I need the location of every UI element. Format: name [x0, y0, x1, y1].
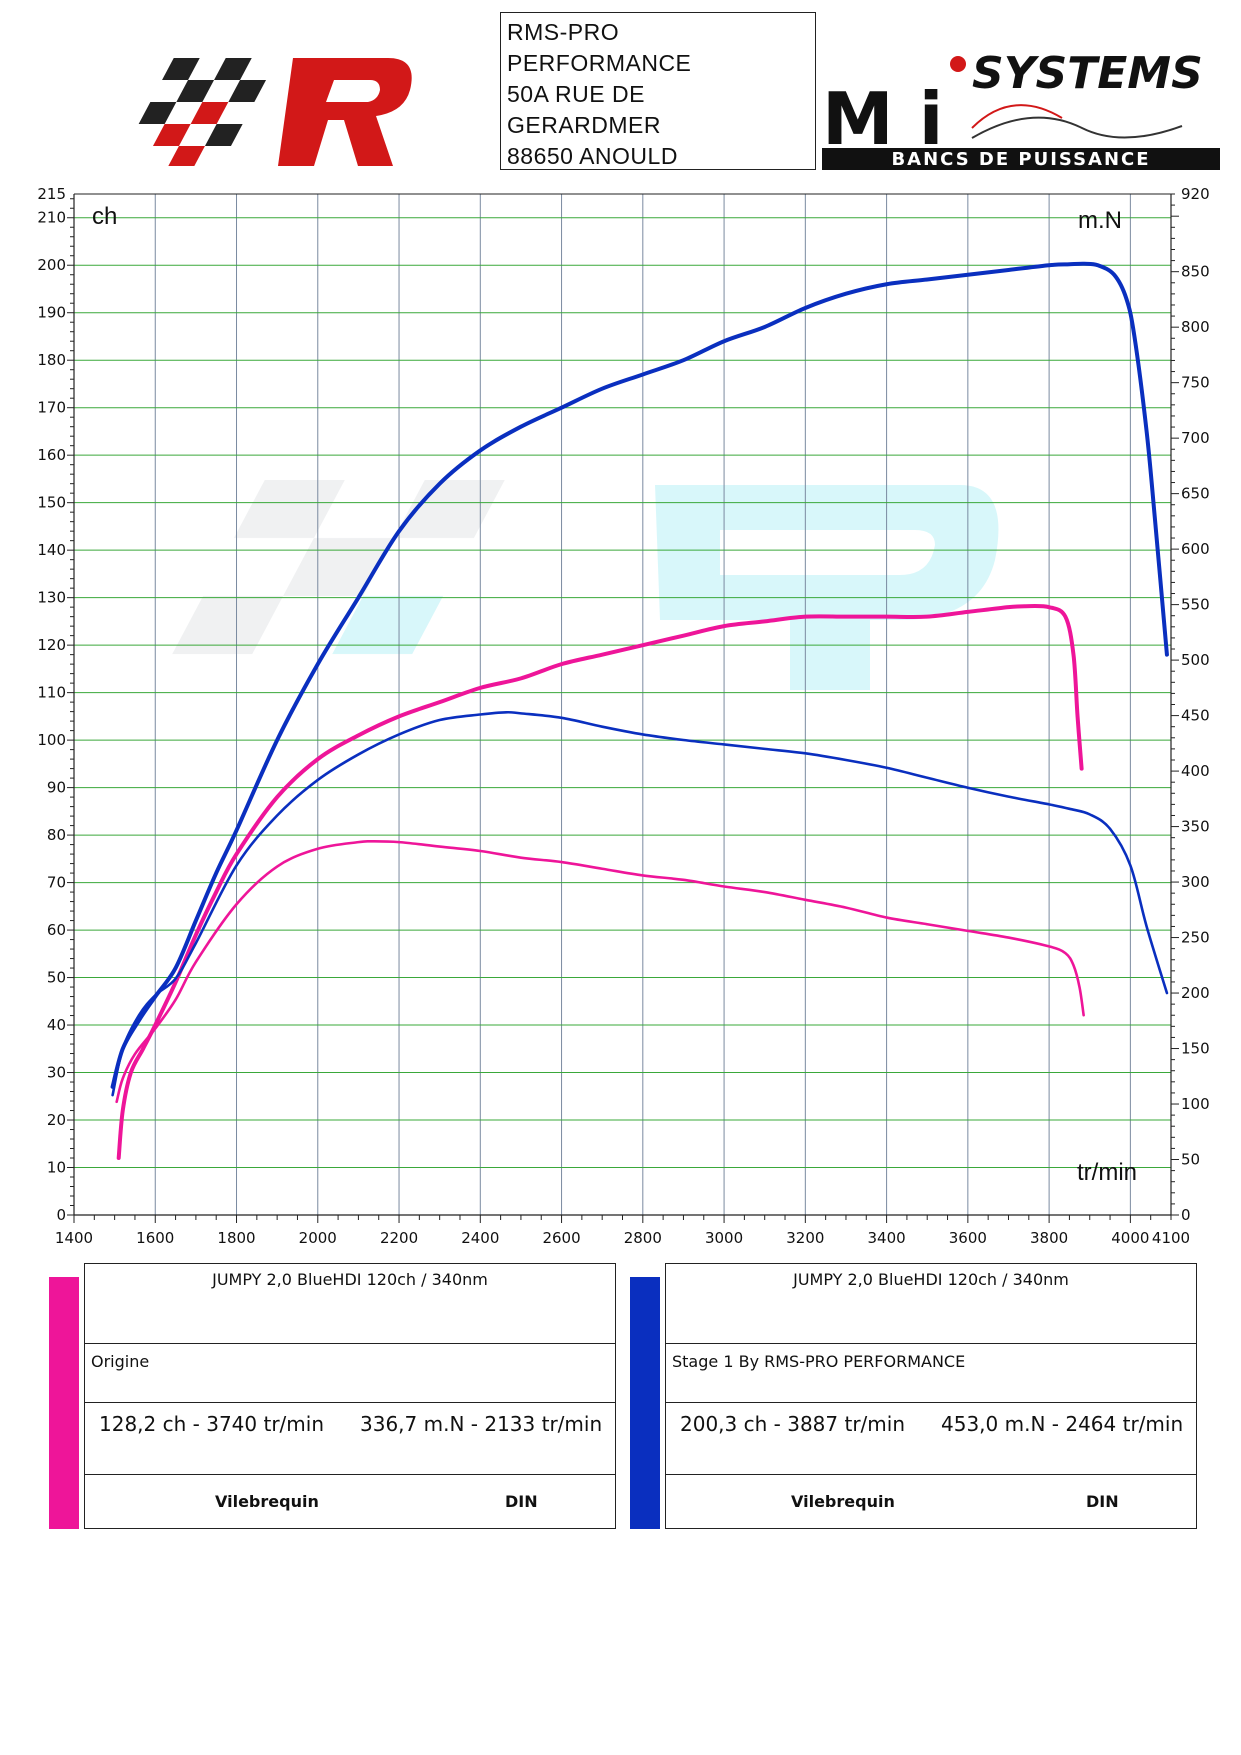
left-tick-label: 210: [37, 209, 66, 227]
left-tick-label: 0: [56, 1206, 66, 1224]
right-axis-unit-label: m.N: [1078, 207, 1122, 234]
right-tick-label: 500: [1181, 651, 1210, 669]
right-tick-label: 920: [1181, 185, 1210, 203]
x-tick-label: 3200: [786, 1229, 824, 1247]
x-tick-label: 4100: [1152, 1229, 1190, 1247]
legend-box: JUMPY 2,0 BlueHDI 120ch / 340nm Stage 1 …: [665, 1263, 1197, 1529]
legend-vehicle-title: JUMPY 2,0 BlueHDI 120ch / 340nm: [212, 1270, 488, 1289]
left-tick-label: 215: [37, 185, 66, 203]
left-tick-label: 200: [37, 256, 66, 274]
left-tick-label: 10: [47, 1159, 66, 1177]
left-tick-label: 60: [47, 921, 66, 939]
left-tick-label: 20: [47, 1111, 66, 1129]
origine-torque-curve: [115, 839, 1085, 1104]
right-tick-label: 650: [1181, 485, 1210, 503]
left-tick-label: 80: [47, 826, 66, 844]
x-tick-label: 1400: [55, 1229, 93, 1247]
left-tick-label: 170: [37, 399, 66, 417]
left-axis-unit-label: ch: [92, 203, 117, 230]
left-tick-label: 40: [47, 1016, 66, 1034]
legend-run-label: Stage 1 By RMS-PRO PERFORMANCE: [672, 1352, 966, 1371]
misystems-logo: SYSTEMS M i BANCS DE PUISSANCE: [822, 48, 1220, 170]
legend-footer-right: DIN: [505, 1492, 538, 1511]
legend-panel-stage1: JUMPY 2,0 BlueHDI 120ch / 340nm Stage 1 …: [630, 1263, 1208, 1531]
x-tick-label: 3800: [1030, 1229, 1068, 1247]
x-tick-label: 4000: [1111, 1229, 1149, 1247]
legend-footer-right: DIN: [1086, 1492, 1119, 1511]
left-tick-label: 130: [37, 589, 66, 607]
right-tick-label: 350: [1181, 818, 1210, 836]
left-tick-label: 160: [37, 446, 66, 464]
x-tick-label: 3400: [867, 1229, 905, 1247]
address-line: PERFORMANCE: [507, 50, 692, 76]
address-line: GERARDMER: [507, 112, 662, 138]
left-tick-label: 150: [37, 494, 66, 512]
x-tick-label: 1600: [136, 1229, 174, 1247]
x-tick-label: 3600: [949, 1229, 987, 1247]
address-line: 50A RUE DE: [507, 81, 645, 107]
left-tick-label: 140: [37, 541, 66, 559]
right-tick-label: 450: [1181, 707, 1210, 725]
rms-logo: [138, 58, 412, 166]
legend-footer-left: Vilebrequin: [791, 1492, 895, 1511]
legend-box: JUMPY 2,0 BlueHDI 120ch / 340nm Origine …: [84, 1263, 616, 1529]
legend-power-result: 200,3 ch - 3887 tr/min: [680, 1412, 905, 1436]
right-tick-label: 700: [1181, 429, 1210, 447]
logo-systems-text: SYSTEMS: [972, 48, 1203, 99]
x-tick-label: 2800: [624, 1229, 662, 1247]
right-tick-label: 850: [1181, 263, 1210, 281]
address-box: RMS-PRO PERFORMANCE 50A RUE DE GERARDMER…: [500, 12, 816, 170]
x-tick-label: 2000: [299, 1229, 337, 1247]
logo-bancs-text: BANCS DE PUISSANCE: [891, 149, 1150, 170]
legend-power-result: 128,2 ch - 3740 tr/min: [99, 1412, 324, 1436]
legend-vehicle-title: JUMPY 2,0 BlueHDI 120ch / 340nm: [793, 1270, 1069, 1289]
left-tick-label: 120: [37, 636, 66, 654]
x-tick-label: 1800: [217, 1229, 255, 1247]
origine-power-curve: [116, 604, 1084, 1161]
right-tick-label: 0: [1181, 1206, 1191, 1224]
legend-run-label: Origine: [91, 1352, 150, 1371]
left-tick-label: 100: [37, 731, 66, 749]
x-tick-label: 2200: [380, 1229, 418, 1247]
legend-color-swatch: [630, 1277, 660, 1529]
right-tick-label: 300: [1181, 873, 1210, 891]
chart-grid: [74, 194, 1171, 1215]
right-tick-label: 50: [1181, 1151, 1200, 1169]
x-axis-unit-label: tr/min: [1077, 1159, 1137, 1186]
chart-axes: 1400 1600 1800 2000 2200 2400 2600 2800 3000 3200…: [37, 185, 1209, 1247]
x-tick-label: 3000: [705, 1229, 743, 1247]
left-tick-label: 90: [47, 779, 66, 797]
right-tick-label: 250: [1181, 929, 1210, 947]
legend-color-swatch: [49, 1277, 79, 1529]
chart-series: [110, 261, 1169, 1161]
right-tick-label: 150: [1181, 1040, 1210, 1058]
left-tick-label: 190: [37, 304, 66, 322]
legend-panel-origine: JUMPY 2,0 BlueHDI 120ch / 340nm Origine …: [49, 1263, 627, 1531]
right-tick-label: 200: [1181, 984, 1210, 1002]
right-tick-label: 800: [1181, 318, 1210, 336]
left-tick-label: 50: [47, 969, 66, 987]
right-tick-label: 550: [1181, 596, 1210, 614]
x-tick-label: 2600: [542, 1229, 580, 1247]
stage1-power-curve: [110, 261, 1169, 1089]
legend-torque-result: 336,7 m.N - 2133 tr/min: [360, 1412, 603, 1436]
right-tick-label: 100: [1181, 1095, 1210, 1113]
address-line: 88650 ANOULD: [507, 143, 678, 169]
left-tick-label: 30: [47, 1064, 66, 1082]
stage1-torque-curve: [111, 710, 1169, 1097]
legend-footer-left: Vilebrequin: [215, 1492, 319, 1511]
address-line: RMS-PRO: [507, 19, 620, 45]
right-tick-label: 750: [1181, 374, 1210, 392]
right-tick-label: 400: [1181, 762, 1210, 780]
left-tick-label: 70: [47, 874, 66, 892]
x-tick-label: 2400: [461, 1229, 499, 1247]
dyno-chart: 1400 1600 1800 2000 2200 2400 2600 2800 3000 3200…: [37, 185, 1209, 1247]
left-tick-label: 110: [37, 684, 66, 702]
legend-torque-result: 453,0 m.N - 2464 tr/min: [941, 1412, 1184, 1436]
logo-mi-text: M i: [822, 77, 943, 161]
left-tick-label: 180: [37, 351, 66, 369]
right-tick-label: 600: [1181, 540, 1210, 558]
